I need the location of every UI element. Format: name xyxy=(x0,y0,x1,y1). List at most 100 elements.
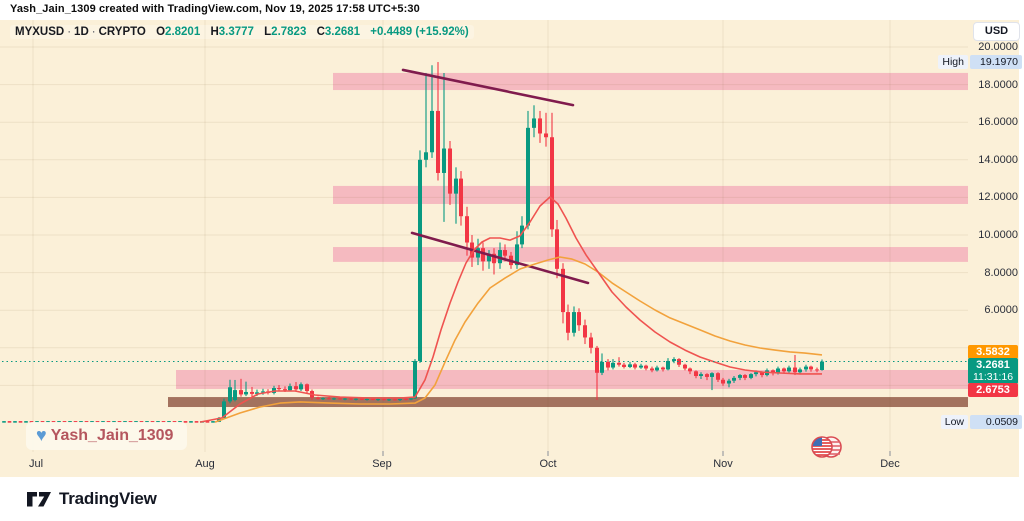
ma-slow-line xyxy=(214,256,823,423)
candle-up xyxy=(572,312,576,333)
candle-up xyxy=(228,387,232,402)
attribution-text: Yash_Jain_1309 created with TradingView.… xyxy=(10,3,420,15)
trendline-lower-descending[interactable] xyxy=(410,231,590,285)
open-value: 2.8201 xyxy=(165,26,201,38)
candle-down xyxy=(577,312,581,326)
month-label-aug: Aug xyxy=(195,458,215,470)
candle-down xyxy=(815,369,819,371)
symbol-name[interactable]: MYXUSD xyxy=(15,26,65,38)
resistance-mid xyxy=(333,185,968,204)
heart-icon: ♥ xyxy=(36,425,47,445)
candle-up xyxy=(418,159,422,361)
interval-label[interactable]: 1D xyxy=(74,26,89,38)
candle-up xyxy=(332,398,336,400)
price-tick-label: 14.0000 xyxy=(978,153,1018,166)
us-flag-event-icon[interactable] xyxy=(811,436,842,458)
grid-lines xyxy=(0,20,968,452)
time-axis-ticks xyxy=(382,451,891,456)
candle-up xyxy=(321,398,325,400)
candle-down xyxy=(589,337,593,348)
candle-down xyxy=(316,397,320,399)
candle-up xyxy=(343,398,347,400)
candle-down xyxy=(595,347,599,373)
high-marker-label: High xyxy=(938,55,968,69)
candle-down xyxy=(793,367,797,373)
high-marker-value: 19.1970 xyxy=(970,55,1022,69)
candle-up xyxy=(520,225,524,245)
candle-up xyxy=(409,398,413,400)
candle-down xyxy=(650,368,654,371)
candle-up xyxy=(261,391,265,393)
candle-down xyxy=(338,398,342,400)
currency-toggle-button[interactable]: USD xyxy=(973,22,1020,41)
candle-up xyxy=(233,390,237,401)
price-tick-label: 12.0000 xyxy=(978,191,1018,204)
candle-down xyxy=(459,178,463,217)
candle-up xyxy=(804,366,808,370)
candle-down xyxy=(349,398,353,400)
exchange-label: CRYPTO xyxy=(98,26,146,38)
candle-up xyxy=(442,148,446,173)
resistance-low xyxy=(333,247,968,262)
candle-up xyxy=(487,253,491,262)
candle-up xyxy=(424,152,428,160)
candle-down xyxy=(683,364,687,369)
candle-down xyxy=(382,399,386,401)
candle-down xyxy=(503,250,507,256)
low-marker: Low 0.0509 xyxy=(936,415,1022,429)
candle-up xyxy=(532,118,536,128)
month-label-nov: Nov xyxy=(713,458,733,470)
candle-down xyxy=(617,362,621,365)
candle-up xyxy=(820,361,824,370)
candle-up xyxy=(727,380,731,384)
candle-up xyxy=(526,127,530,226)
candle-down xyxy=(277,388,281,390)
candle-up xyxy=(798,369,802,373)
symbol-legend[interactable]: MYXUSD · 1D · CRYPTO O2.8201 H3.3777 L2.7823… xyxy=(10,25,474,39)
candle-down xyxy=(555,229,559,269)
candle-down xyxy=(633,364,637,368)
candle-up xyxy=(672,359,676,361)
candle-up xyxy=(666,360,670,370)
tradingview-footer-logo[interactable]: TradingView xyxy=(26,489,157,509)
tradingview-logo-icon xyxy=(27,492,51,507)
high-prefix: H xyxy=(210,26,219,38)
support-brown xyxy=(168,397,968,408)
candle-down xyxy=(677,359,681,365)
legend-separator: · xyxy=(91,26,96,38)
candle-up xyxy=(376,399,380,401)
close-prefix: C xyxy=(316,26,325,38)
candle-down xyxy=(644,365,648,369)
candle-down xyxy=(465,216,469,243)
candle-down xyxy=(404,398,408,400)
candle-down xyxy=(809,366,813,370)
candle-up xyxy=(639,365,643,368)
candle-up xyxy=(655,367,659,371)
candle-up xyxy=(222,401,226,418)
price-tick-label: 8.0000 xyxy=(984,266,1018,279)
legend-separator: · xyxy=(67,26,72,38)
trendline-upper-descending[interactable] xyxy=(401,68,575,107)
candle-up xyxy=(515,244,519,266)
candle-up xyxy=(430,110,434,153)
candle-down xyxy=(771,370,775,374)
candle-down xyxy=(688,368,692,372)
candle-down xyxy=(760,372,764,376)
candle-down xyxy=(705,374,709,377)
candle-down xyxy=(305,384,309,392)
candle-up xyxy=(787,367,791,372)
low-prefix: L xyxy=(264,26,272,38)
candle-up xyxy=(738,375,742,378)
candle-down xyxy=(622,364,626,367)
candle-up xyxy=(299,384,303,390)
price-badge-lower: 2.6753 xyxy=(968,383,1018,397)
candle-up xyxy=(611,362,615,368)
candle-down xyxy=(538,118,542,134)
tradingview-brand-text: TradingView xyxy=(59,489,157,508)
candle-up xyxy=(354,398,358,400)
candle-up xyxy=(600,361,604,373)
change-value: +0.4489 (+15.92%) xyxy=(370,26,469,38)
candle-down xyxy=(743,375,747,378)
